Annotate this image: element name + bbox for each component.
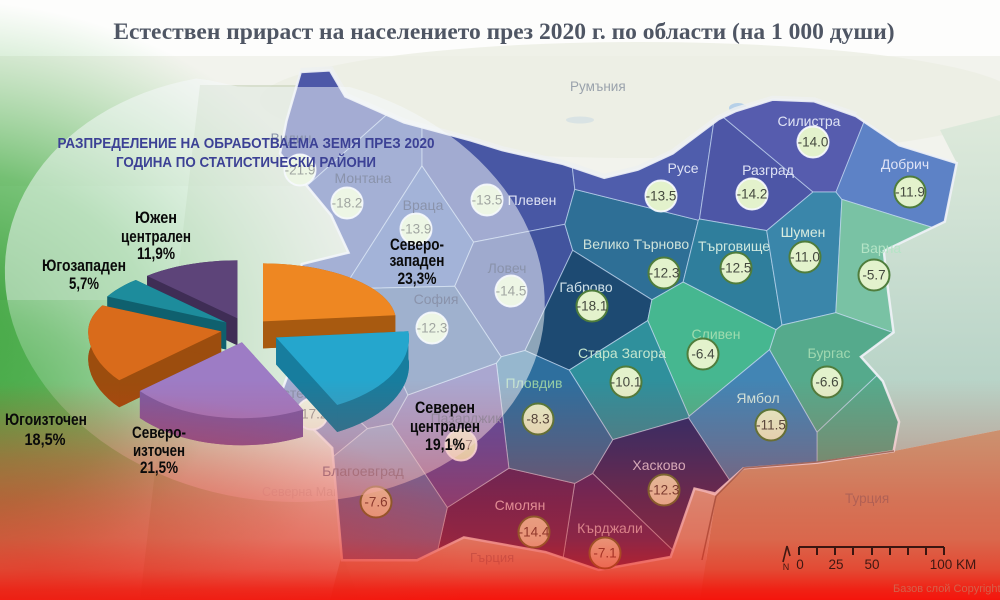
svg-text:18,5%: 18,5%	[25, 431, 66, 449]
svg-text:Базов слой Copyright © 201: Базов слой Copyright © 201	[893, 583, 1000, 595]
svg-text:централен: централен	[410, 418, 480, 436]
svg-text:Южен: Южен	[135, 209, 177, 227]
svg-text:Естествен прираст на население: Естествен прираст на населението през 20…	[113, 19, 894, 45]
svg-text:0: 0	[796, 557, 804, 572]
svg-text:25: 25	[828, 557, 843, 572]
svg-text:Югоизточен: Югоизточен	[5, 411, 87, 429]
svg-text:N: N	[783, 562, 790, 572]
svg-text:Северо-: Северо-	[132, 424, 186, 442]
svg-text:21,5%: 21,5%	[140, 459, 178, 477]
svg-text:централен: централен	[121, 228, 191, 246]
svg-text:50: 50	[864, 557, 879, 572]
svg-text:19,1%: 19,1%	[425, 436, 465, 454]
svg-text:23,3%: 23,3%	[398, 270, 437, 288]
svg-text:Югозападен: Югозападен	[42, 257, 126, 275]
svg-text:Северен: Северен	[415, 399, 475, 417]
svg-text:Северо-: Северо-	[390, 236, 444, 254]
svg-text:5,7%: 5,7%	[69, 275, 99, 293]
svg-text:източен: източен	[133, 442, 185, 460]
svg-text:западен: западен	[390, 252, 445, 270]
svg-text:11,9%: 11,9%	[137, 245, 175, 263]
svg-text:100 KM: 100 KM	[930, 557, 977, 572]
